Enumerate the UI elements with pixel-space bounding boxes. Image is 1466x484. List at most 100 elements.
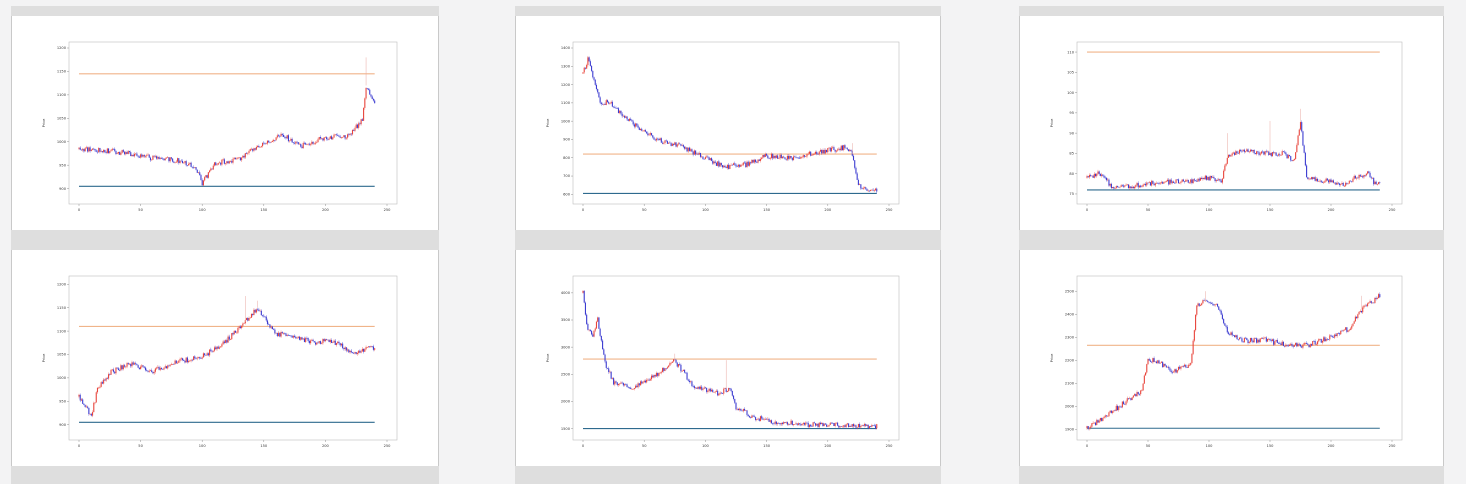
candle-body — [347, 134, 349, 138]
candle-body — [242, 155, 244, 158]
candle-body — [832, 422, 834, 424]
candle-body — [668, 142, 670, 144]
candle-body — [177, 158, 179, 162]
candle-body — [830, 422, 833, 424]
chart-card-5: Price 0 50 100 150 200 250 1500 2000 2500 3000 3500… — [515, 250, 941, 466]
candle-body — [717, 390, 719, 396]
candle-body — [698, 386, 700, 389]
candle-body — [805, 156, 807, 158]
candle-body — [589, 329, 591, 331]
candle-body — [759, 159, 762, 161]
candle-body — [157, 366, 159, 368]
candle-body — [1179, 366, 1181, 369]
candle-body — [1199, 177, 1202, 181]
candle-body — [750, 417, 752, 418]
candle-body — [1181, 179, 1183, 182]
candle-body — [1313, 177, 1315, 179]
candle-body — [345, 347, 347, 351]
candle-body — [253, 309, 255, 316]
candle-body — [136, 153, 138, 156]
candle-body — [158, 366, 160, 370]
candle-body — [1158, 360, 1160, 364]
candle-body — [285, 333, 287, 336]
candle-body — [766, 153, 768, 156]
candle-body — [1251, 149, 1253, 152]
candle-body — [730, 164, 732, 166]
candle-body — [127, 151, 129, 154]
candle-body — [1246, 149, 1248, 152]
column-gap-left — [440, 0, 514, 484]
candle-body — [829, 147, 831, 152]
candle-body — [226, 340, 228, 343]
candle-body — [1140, 185, 1142, 187]
candle-body — [850, 425, 852, 427]
y-tick-label: 900 — [59, 187, 67, 191]
candle-body — [1151, 361, 1153, 363]
candle-body — [737, 409, 739, 410]
candle-body — [1319, 339, 1321, 340]
candle-body — [1216, 303, 1219, 307]
candle-body — [1375, 297, 1377, 299]
candle-body — [606, 100, 609, 102]
candle-body — [695, 150, 697, 155]
candle-body — [1138, 394, 1141, 395]
candle-body — [865, 187, 867, 189]
y-tick-label: 2500 — [1065, 289, 1075, 293]
candle-body — [1358, 312, 1360, 315]
candle-body — [826, 424, 828, 427]
candle-body — [286, 135, 288, 139]
candle-body — [1370, 177, 1372, 179]
candle-body — [863, 187, 866, 188]
candle-body — [100, 151, 102, 152]
candle-body — [1258, 152, 1260, 155]
candle-body — [624, 384, 626, 386]
candle-body — [1321, 182, 1324, 183]
candle-body — [247, 318, 249, 321]
candle-body — [1264, 151, 1266, 155]
candle-body — [862, 425, 864, 426]
candle-body — [1204, 175, 1206, 180]
candle-body — [254, 309, 256, 313]
candle-body — [335, 343, 338, 345]
candle-body — [1358, 174, 1360, 179]
candle-body — [326, 339, 328, 340]
card-separator-band — [515, 230, 941, 250]
candle-body — [1118, 406, 1120, 411]
candle-body — [128, 151, 131, 153]
candle-body — [207, 353, 209, 356]
candle-body — [626, 384, 628, 388]
candle-body — [1216, 180, 1219, 181]
candle-body — [1213, 176, 1215, 179]
candle-body — [780, 422, 782, 425]
candle-body — [156, 156, 158, 159]
candle-body — [1185, 180, 1187, 182]
x-tick-label: 0 — [78, 208, 81, 212]
candle-body — [632, 388, 634, 390]
candle-body — [857, 423, 859, 428]
candle-body — [671, 143, 673, 146]
plot-frame — [68, 275, 398, 441]
candle-body — [840, 426, 842, 427]
candle-body — [739, 408, 741, 410]
candle-body — [125, 152, 127, 155]
candle-body — [172, 364, 174, 365]
candle-body — [334, 340, 336, 345]
candle-body — [1320, 339, 1322, 343]
candle-body — [720, 162, 722, 166]
candle-body — [719, 392, 721, 394]
y-tick-label: 1150 — [57, 70, 67, 74]
candle-body — [209, 170, 211, 173]
candle-body — [636, 385, 638, 388]
candle-body — [94, 402, 96, 404]
candle-body — [1236, 151, 1238, 154]
candle-body — [843, 145, 845, 151]
candle-body — [1303, 145, 1305, 153]
candle-body — [1284, 151, 1286, 153]
candle-body — [1195, 314, 1197, 331]
candle-body — [122, 365, 124, 370]
candle-body — [1241, 151, 1243, 152]
candle-body — [696, 387, 698, 389]
candle-body — [1190, 179, 1192, 183]
candle-body — [1279, 343, 1281, 344]
